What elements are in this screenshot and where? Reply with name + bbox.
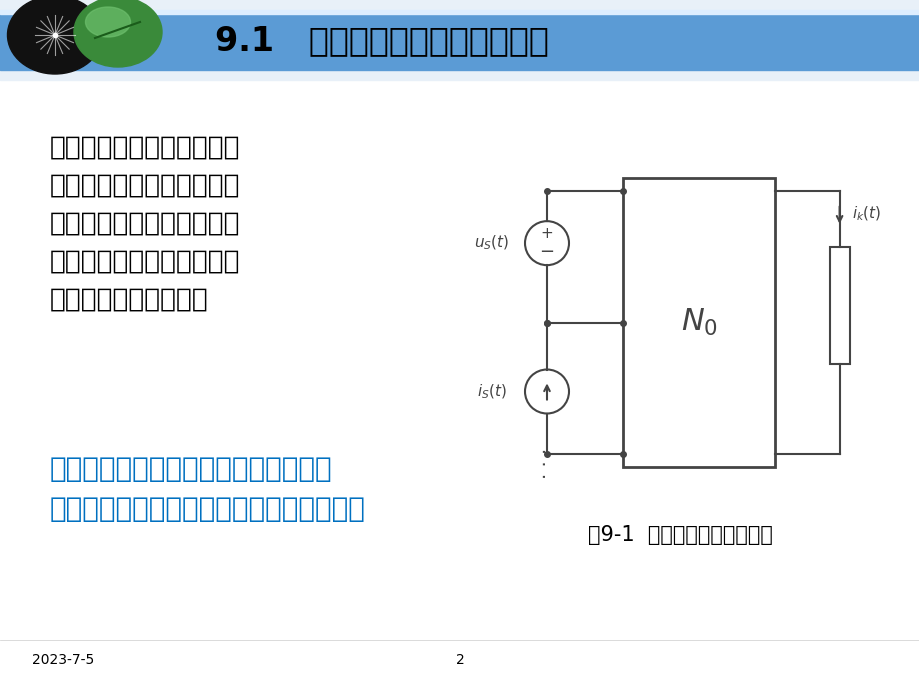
- Text: 2: 2: [455, 653, 464, 667]
- Text: 2023-7-5: 2023-7-5: [32, 653, 94, 667]
- Ellipse shape: [74, 0, 162, 67]
- Text: 含有多个正弦电源激励的线: 含有多个正弦电源激励的线: [50, 135, 240, 161]
- Bar: [0, 0, 919, 80]
- Text: 一种情况是各正弦电源的频率都相同；: 一种情况是各正弦电源的频率都相同；: [50, 455, 333, 483]
- Text: 9.1   正弦激励下稳态电路的响应: 9.1 正弦激励下稳态电路的响应: [215, 25, 549, 57]
- Text: 加定理进行分析。但在运用: 加定理进行分析。但在运用: [50, 211, 240, 237]
- Text: 另一种是各正弦电源的频率不相同的情况。: 另一种是各正弦电源的频率不相同的情况。: [50, 495, 366, 523]
- Bar: [829, 246, 848, 364]
- Bar: [0, 10, 919, 14]
- Text: · · ·: · · ·: [537, 448, 556, 479]
- Ellipse shape: [7, 0, 102, 74]
- Text: $i_S(t)$: $i_S(t)$: [476, 382, 506, 401]
- Text: 性非时变电路，可以运用叠: 性非时变电路，可以运用叠: [50, 173, 240, 199]
- Text: 的情况分别进行考虑。: 的情况分别进行考虑。: [50, 287, 209, 313]
- Text: 叠加定理时，需要根据不同: 叠加定理时，需要根据不同: [50, 249, 240, 275]
- Text: +: +: [540, 226, 552, 241]
- Text: −: −: [539, 243, 554, 261]
- Ellipse shape: [85, 7, 130, 37]
- Text: $u_S(t)$: $u_S(t)$: [474, 234, 509, 253]
- Bar: [622, 177, 774, 467]
- Text: $i_k(t)$: $i_k(t)$: [851, 204, 880, 223]
- Text: 图9-1  含有多个独立源的电路: 图9-1 含有多个独立源的电路: [587, 525, 772, 545]
- Bar: [0, 12, 919, 70]
- Text: $N_0$: $N_0$: [680, 307, 717, 338]
